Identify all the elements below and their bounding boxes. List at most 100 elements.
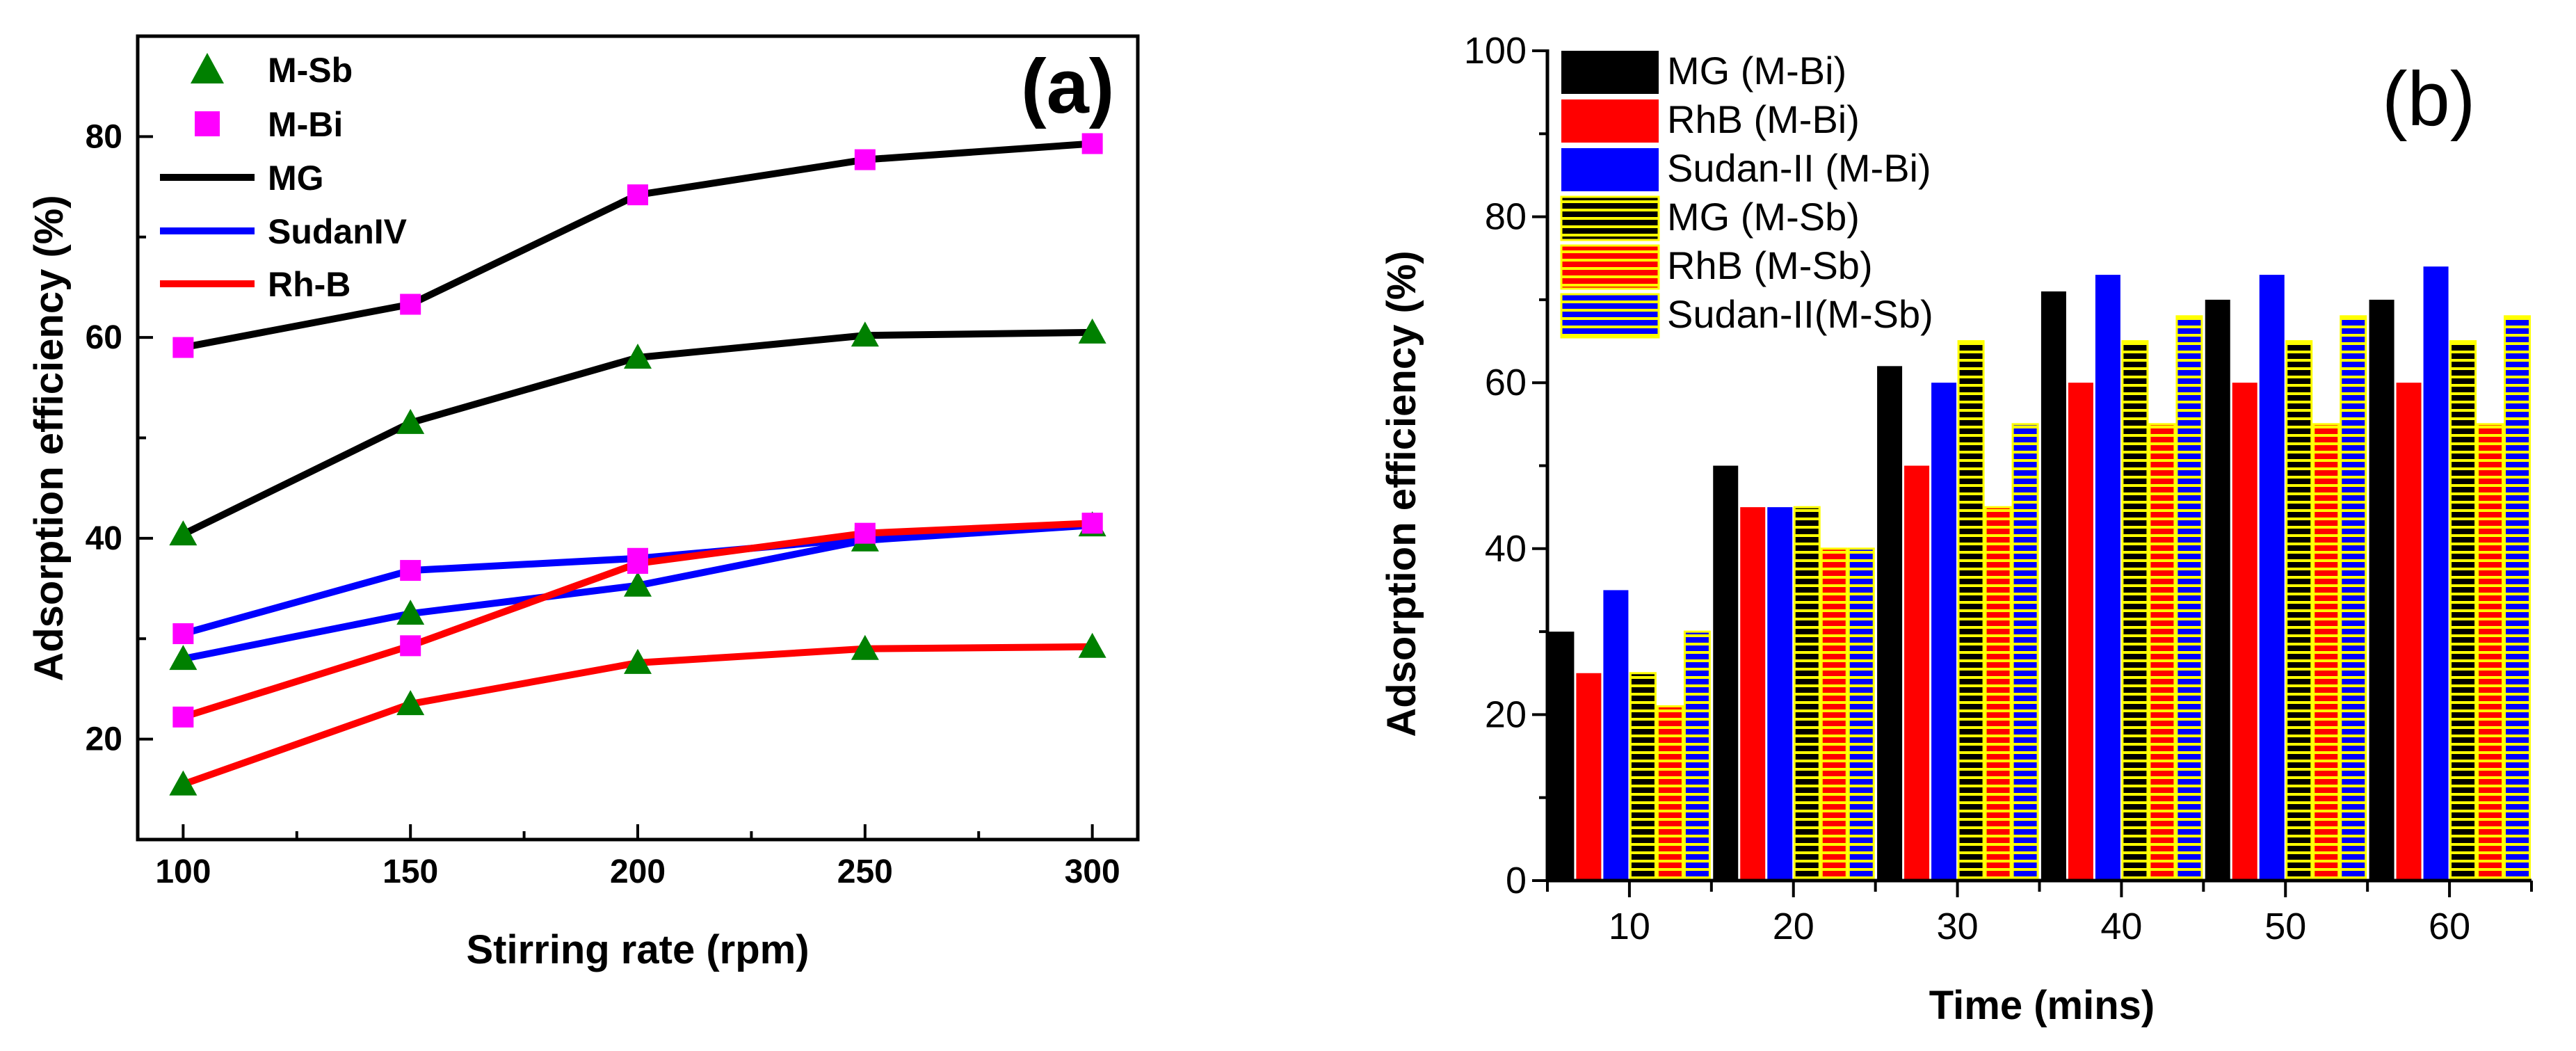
chart-a: 100 150 200 250 300 20 40 60 80 M-Sb M-Bi MG SudanI… — [26, 34, 1140, 972]
chart-b-x-tick-label: 20 — [1773, 906, 1814, 947]
chart-b-bar — [2095, 275, 2120, 881]
chart-a-panel-label: (a) — [1021, 44, 1114, 129]
chart-a-point-triangle — [169, 645, 198, 671]
chart-a-legend-triangle — [191, 53, 224, 83]
chart-b-bar — [1793, 506, 1821, 882]
chart-a-plot-frame — [136, 34, 1140, 842]
chart-b-bar — [1713, 465, 1739, 881]
chart-a-legend-label: MG — [268, 159, 324, 198]
chart-a-point-square — [400, 560, 421, 581]
chart-a-y-tick-label: 60 — [86, 319, 122, 356]
chart-b-y-tick-label: 80 — [1485, 196, 1527, 238]
chart-a-point-triangle — [396, 690, 425, 716]
chart-a-y-axis-title: Adsorption efficiency (%) — [26, 195, 72, 681]
chart-b-bar — [2285, 340, 2313, 882]
chart-b-bar — [2504, 315, 2531, 882]
chart-b-y-axis-title: Adsorption efficiency (%) — [1379, 250, 1424, 737]
chart-b-bar — [1847, 547, 1875, 882]
chart-a-point-triangle — [1078, 632, 1106, 658]
chart-b-legend-swatch — [1561, 51, 1659, 94]
chart-b-bar — [2175, 315, 2203, 882]
chart-b-bar — [1656, 705, 1684, 882]
chart-a-legend-label: Rh-B — [268, 265, 351, 304]
chart-b-bar — [1820, 547, 1848, 882]
chart-a-point-triangle — [851, 321, 879, 347]
chart-b-bar — [2340, 315, 2367, 882]
chart-b-bar — [2396, 383, 2422, 881]
chart-a-point-square — [400, 635, 421, 657]
chart-a-point-triangle — [396, 600, 425, 625]
chart-b-bar — [2477, 423, 2504, 882]
chart-a-x-tick-label: 250 — [837, 853, 893, 890]
chart-b-bar — [1984, 506, 2012, 882]
chart-a-x-tick-label: 300 — [1065, 853, 1120, 890]
chart-b-bar — [1877, 366, 1903, 881]
chart-b-legend-swatch — [1560, 195, 1660, 241]
chart-a-point-triangle — [1078, 318, 1106, 344]
chart-b-bar — [1629, 672, 1657, 882]
chart-b-x-axis-title: Time (mins) — [1929, 983, 2155, 1028]
chart-a-point-square — [400, 294, 421, 315]
chart-b-legend-label: MG (M-Bi) — [1667, 49, 1846, 93]
chart-b-legend-swatch — [1561, 99, 1659, 143]
chart-b-legend-label: RhB (M-Sb) — [1667, 243, 1873, 287]
chart-b-legend-label: RhB (M-Bi) — [1667, 97, 1860, 141]
chart-a-point-square — [172, 706, 194, 728]
chart-b-x-tick-label: 30 — [1937, 906, 1979, 947]
chart-a-x-tick-label: 100 — [155, 853, 211, 890]
chart-b-y-tick-label: 40 — [1485, 528, 1527, 570]
chart-b-bar — [2040, 291, 2066, 881]
chart-a-point-square — [1081, 133, 1103, 154]
chart-a-point-triangle — [169, 770, 198, 796]
chart-b-bar — [1576, 673, 1602, 881]
chart-a-point-square — [172, 623, 194, 645]
chart-b-bar — [2232, 383, 2257, 881]
chart-b-legend-swatch — [1561, 148, 1659, 191]
chart-b-x-tick-label: 50 — [2264, 906, 2306, 947]
chart-a-point-square — [854, 522, 876, 544]
chart-b-bar — [1740, 507, 1766, 881]
chart-a-x-tick-label: 200 — [610, 853, 666, 890]
chart-b-y-tick-label: 60 — [1485, 362, 1527, 403]
chart-a-point-square — [1081, 513, 1103, 534]
chart-b-x-tick-label: 40 — [2100, 906, 2142, 947]
chart-b-bar — [2449, 340, 2477, 882]
chart-b-bar — [1767, 507, 1793, 881]
chart-a-point-triangle — [169, 520, 198, 546]
chart-b-bar — [2259, 275, 2285, 881]
chart-a-point-triangle — [624, 648, 652, 674]
chart-a-point-square — [854, 149, 876, 170]
chart-b-legend-swatch — [1560, 293, 1660, 339]
chart-b-y-tick-label: 0 — [1506, 860, 1527, 901]
chart-b-x-tick-label: 60 — [2429, 906, 2470, 947]
chart-b-bar — [2011, 423, 2039, 882]
chart-a-legend-label: M-Sb — [268, 51, 353, 90]
chart-a-point-triangle — [396, 408, 425, 434]
chart-b-bar — [2205, 299, 2230, 881]
chart-a-legend-label: SudanIV — [268, 212, 408, 251]
chart-a-legend-label: M-Bi — [268, 105, 343, 144]
chart-a-point-triangle — [624, 344, 652, 369]
chart-b-legend-label: MG (M-Sb) — [1667, 195, 1860, 239]
chart-b-legend-swatch — [1560, 244, 1660, 290]
chart-b-y-tick-label: 100 — [1464, 30, 1527, 72]
chart-a-y-tick-label: 20 — [86, 721, 122, 758]
chart-a-point-square — [172, 337, 194, 358]
chart-b-legend-label: Sudan-II (M-Bi) — [1667, 146, 1931, 190]
chart-a-point-triangle — [851, 634, 879, 660]
chart-b-bar — [2423, 266, 2449, 881]
chart-b-bar — [1904, 465, 1930, 881]
chart-b-panel-label: (b) — [2382, 56, 2475, 142]
chart-b-bar — [1683, 630, 1711, 882]
chart-a-y-tick-label: 40 — [86, 520, 122, 557]
chart-b-x-tick-label: 10 — [1609, 906, 1650, 947]
chart-a-point-triangle — [624, 571, 652, 597]
chart-a-legend-square — [195, 111, 220, 136]
chart-a-point-square — [627, 184, 648, 206]
chart-b-bar — [2121, 340, 2149, 882]
chart-a-x-tick-label: 150 — [383, 853, 438, 890]
chart-b-bar — [2369, 299, 2394, 881]
chart-b-bar — [1957, 340, 1985, 882]
